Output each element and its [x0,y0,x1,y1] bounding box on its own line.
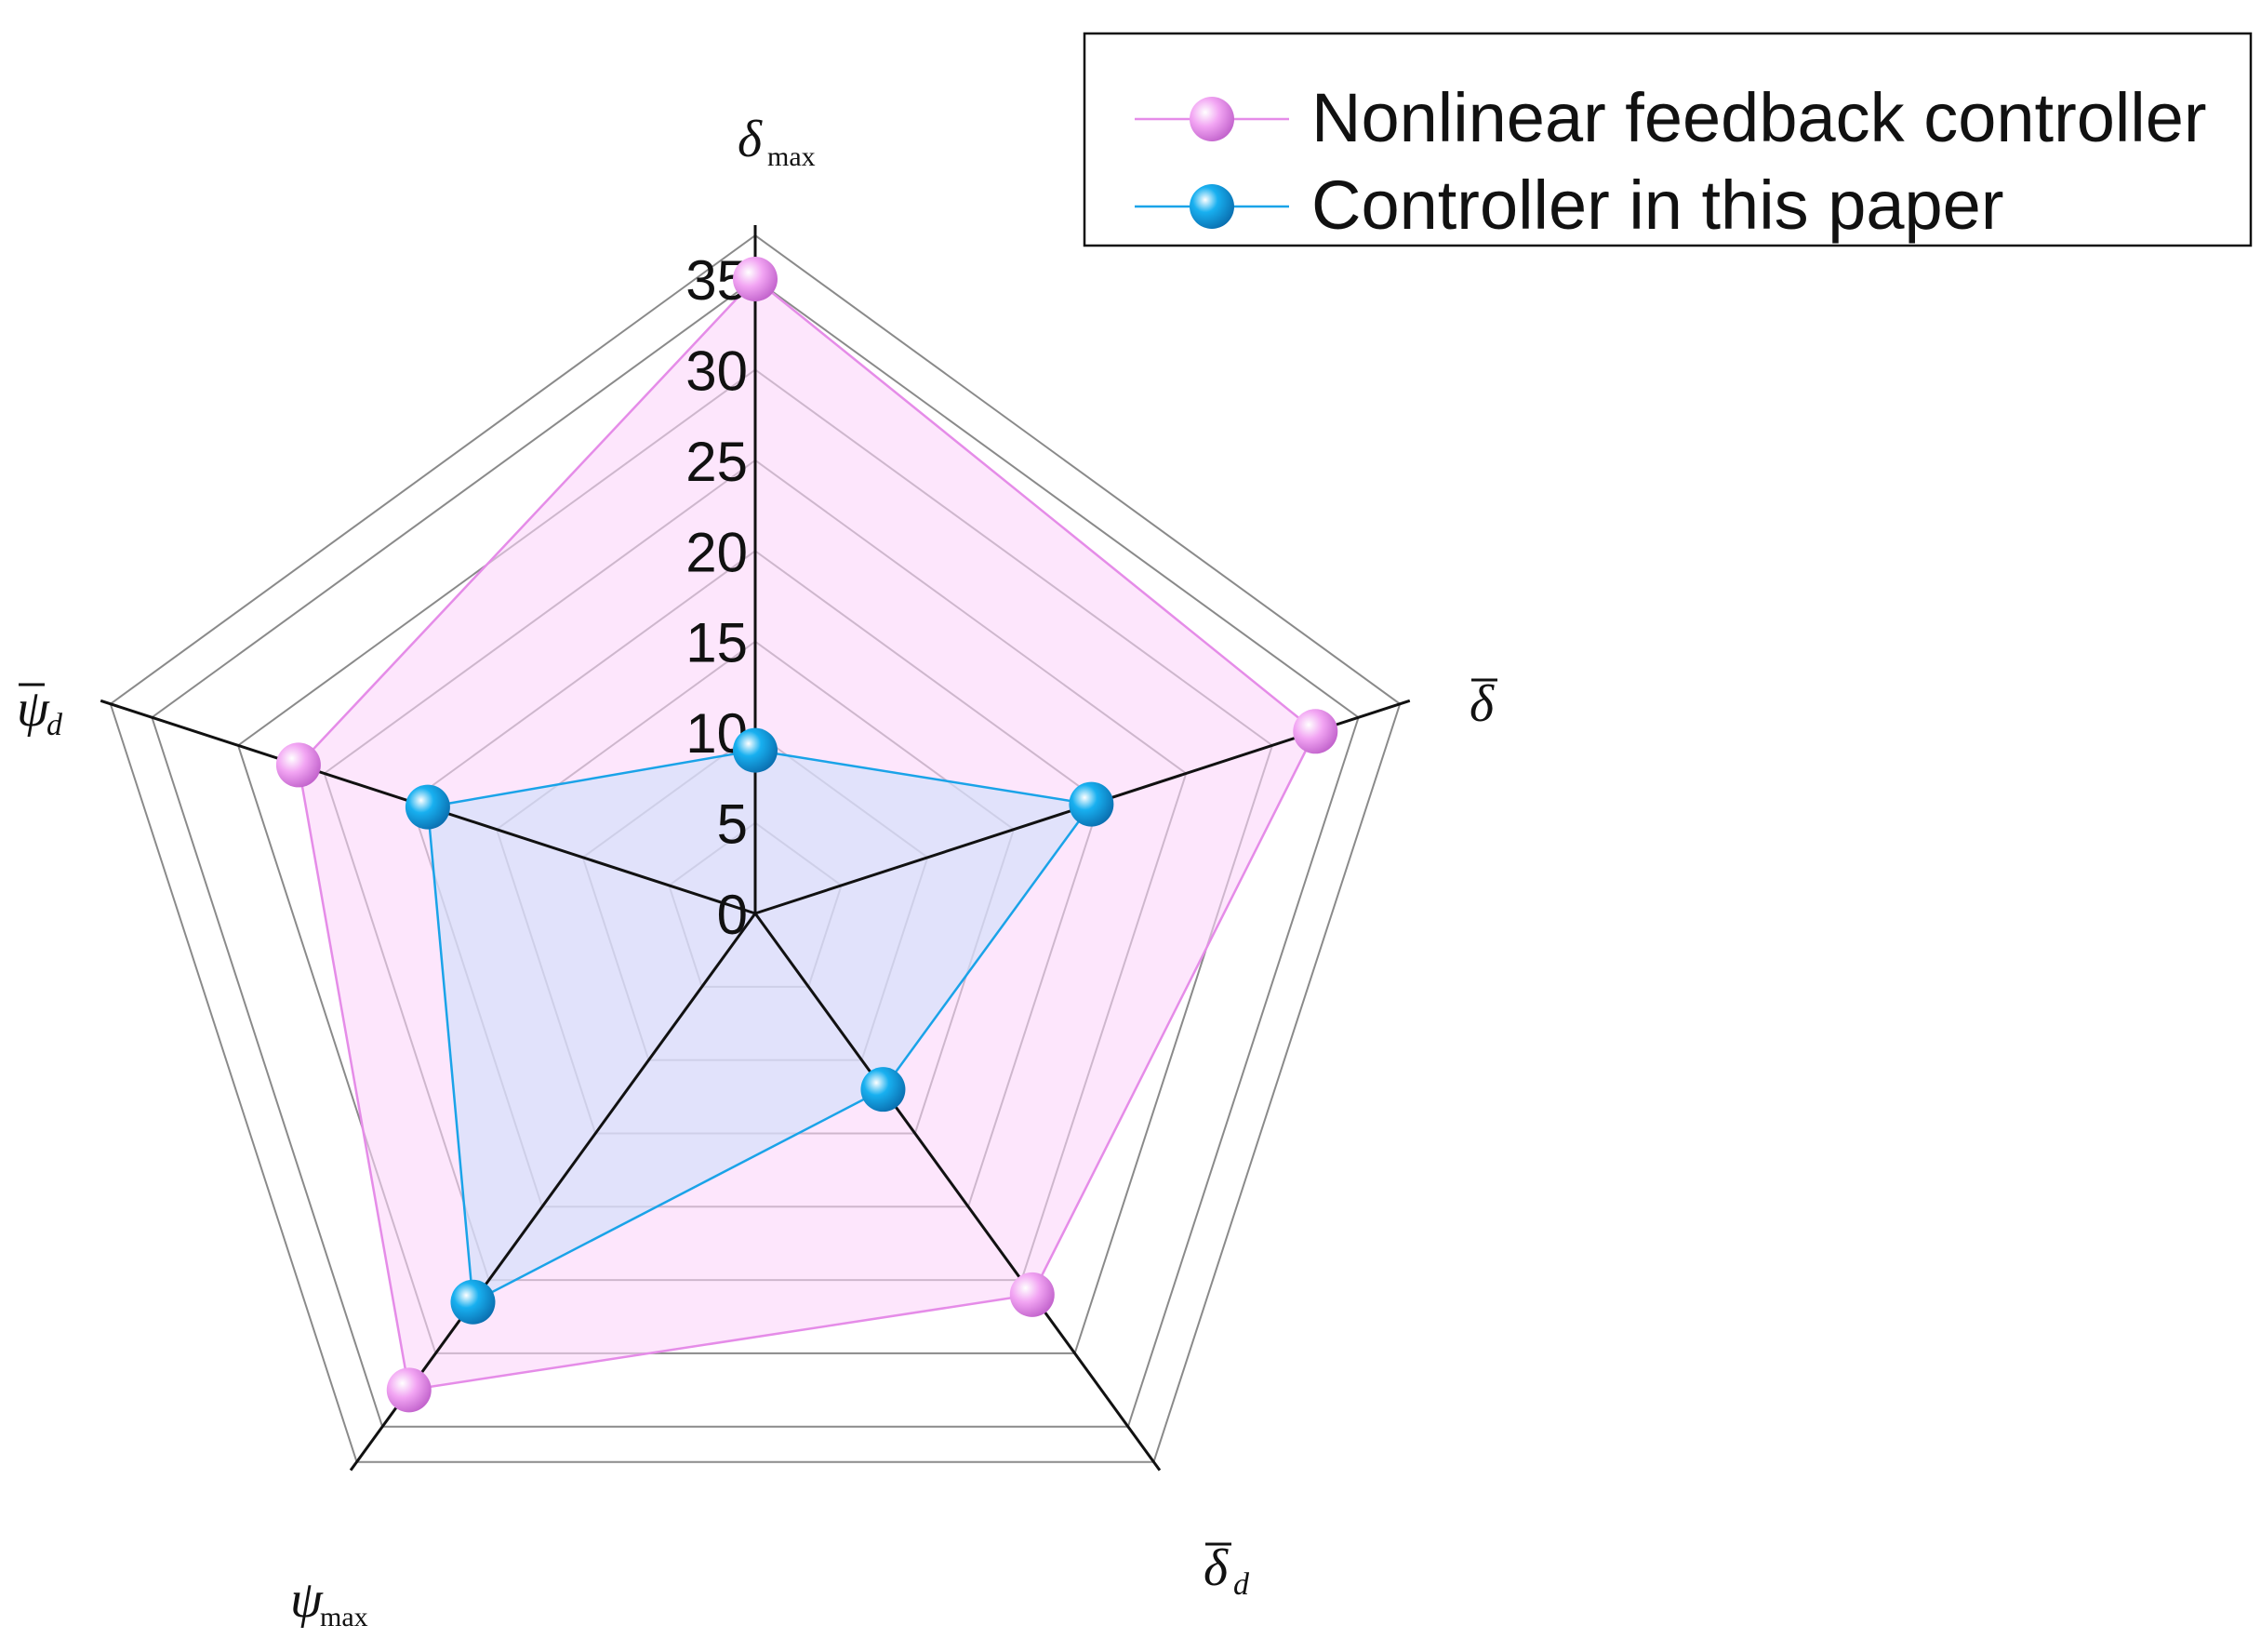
point-s1-a3 [450,1279,496,1325]
point-s1-a0 [733,727,778,773]
axis-line-2 [753,913,1162,1472]
axis-label-1: δ [1470,675,1497,733]
tick-label-5: 25 [685,431,748,493]
tick-label-3: 15 [685,612,748,674]
axis-symbol-3: ψ [290,1571,324,1629]
tick-label-4: 20 [685,521,748,583]
point-s1-a1 [1069,781,1114,827]
axis-symbol-0: δ [738,111,763,168]
axis-subscript-3: max [320,1602,368,1632]
axis-label-0: δ max [738,111,816,172]
legend-box [1083,32,2253,247]
tick-label-6: 30 [685,340,748,402]
legend-label-0: Nonlinear feedback controller [1311,79,2207,156]
point-s0-a1 [1293,709,1338,754]
legend-label-1: Controller in this paper [1311,167,2003,244]
axis-subscript-0: max [767,141,816,172]
point-s0-a0 [733,257,778,301]
axis-label-4: ψd [17,680,63,742]
axis-subscript-2: d [1233,1567,1250,1602]
axis-symbol-1: δ [1470,675,1495,733]
axis-symbol-2: δ [1204,1539,1229,1597]
axis-symbol-4: ψ [17,680,50,738]
point-s0-a3 [386,1367,432,1413]
point-s0-a4 [275,742,321,788]
radar-series [297,277,1317,1392]
legend: Nonlinear feedback controller Controller… [1083,32,2253,247]
point-s1-a4 [405,784,450,830]
radar-markers [275,257,1338,1413]
grid-ring-7 [151,277,1360,1428]
tick-label-0: 0 [717,884,748,946]
series-area-1 [426,749,1094,1304]
legend-marker-1 [1190,184,1234,229]
point-s0-a2 [1009,1272,1055,1317]
tick-label-1: 5 [717,793,748,856]
point-s1-a2 [860,1067,906,1112]
grid-ring-outer [109,233,1402,1463]
axis-subscript-4: d [47,708,63,742]
legend-marker-0 [1190,97,1234,141]
